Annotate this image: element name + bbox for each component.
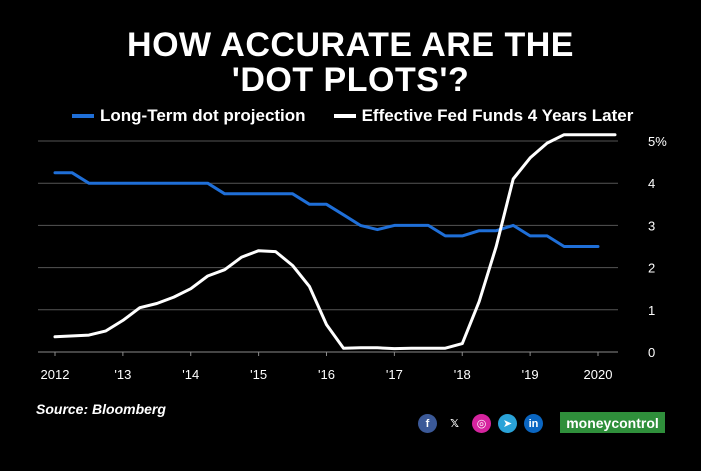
linkedin-icon[interactable]: in [524, 414, 543, 433]
series-line-fed-funds [53, 133, 617, 351]
legend-label-dot-projection: Long-Term dot projection [100, 106, 306, 125]
x-tick-label: 2012 [41, 367, 70, 382]
legend-label-fed-funds: Effective Fed Funds 4 Years Later [361, 106, 634, 125]
instagram-icon[interactable]: ◎ [472, 414, 491, 433]
x-tick-label: '16 [318, 367, 335, 382]
chart-title: HOW ACCURATE ARE THE 'DOT PLOTS'? [0, 28, 701, 98]
title-line-2: 'DOT PLOTS'? [231, 61, 470, 99]
legend-swatch-white [333, 114, 356, 118]
source-note: Source: Bloomberg [36, 401, 166, 417]
brand-part-1: money [566, 414, 612, 431]
x-tick-label: '14 [182, 367, 199, 382]
title-line-1: HOW ACCURATE ARE THE [127, 26, 574, 64]
brand-part-2: control [611, 414, 659, 431]
facebook-icon[interactable]: f [418, 414, 437, 433]
y-tick-label: 3 [648, 218, 655, 233]
x-tick-label: '18 [454, 367, 471, 382]
x-tick-label: '15 [250, 367, 267, 382]
x-tick-label: '19 [522, 367, 539, 382]
y-tick-label: 4 [648, 176, 655, 191]
x-icon[interactable]: 𝕏 [444, 413, 465, 434]
social-icons: f 𝕏 ◎ ➤ in [418, 413, 550, 434]
legend: Long-Term dot projection Effective Fed F… [72, 106, 661, 126]
y-tick-label: 0 [648, 345, 655, 360]
legend-swatch-blue [72, 114, 94, 118]
x-tick-label: '17 [386, 367, 403, 382]
legend-item-dot-projection: Long-Term dot projection [72, 106, 306, 126]
y-tick-label: 1 [648, 303, 655, 318]
y-tick-label: 2 [648, 261, 655, 276]
legend-item-fed-funds: Effective Fed Funds 4 Years Later [333, 106, 634, 126]
x-tick-label: '13 [114, 367, 131, 382]
x-tick-label: 2020 [584, 367, 613, 382]
moneycontrol-logo: money control [560, 412, 665, 433]
y-tick-label: 5% [648, 134, 667, 149]
series-line-dot-projection [53, 171, 600, 248]
telegram-icon[interactable]: ➤ [498, 414, 517, 433]
